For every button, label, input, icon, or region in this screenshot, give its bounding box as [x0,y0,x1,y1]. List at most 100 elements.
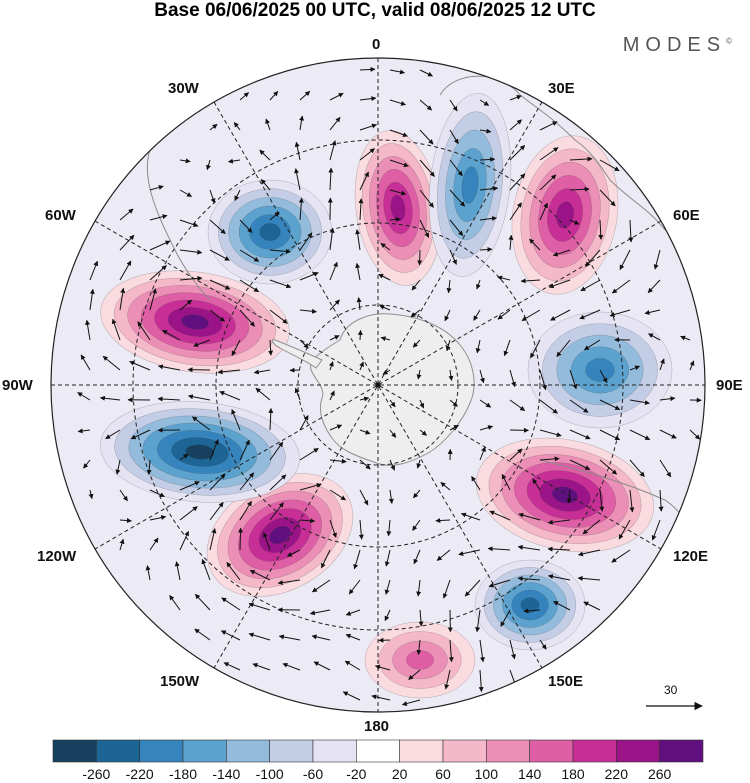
wind-vector [413,549,421,565]
wind-vector [357,329,363,341]
wind-vector [413,489,421,499]
wind-vector [416,369,422,380]
wind-vector [384,549,391,567]
wind-vector [217,369,241,375]
wind-vector [329,261,338,281]
wind-vector [252,663,271,671]
wind-vector [209,528,217,551]
wind-vector [583,601,601,611]
anomaly-contour [181,314,209,330]
wind-vector [353,549,361,570]
wind-vector [444,669,451,690]
wind-vector [313,661,331,671]
wind-vector [566,489,572,504]
wind-vector [269,502,284,521]
wind-vector [329,92,344,101]
wind-vector [209,189,216,204]
wind-vector [523,608,541,614]
wind-vector [479,369,485,384]
wind-vector [179,299,193,311]
colorbar [52,739,704,763]
wind-vector [580,279,601,292]
reference-vector-label: 30 [664,683,678,697]
wind-vector [221,597,241,611]
wind-vector [119,208,134,221]
wind-vector [223,662,241,671]
wind-vector [298,197,304,221]
wind-vector [380,336,391,342]
label-lon-90e: 90E [716,377,743,394]
wind-vector [611,549,631,563]
wind-vector [539,639,547,650]
label-lon-60w: 60W [45,207,76,224]
wind-vector [299,482,322,491]
wind-vector [651,519,661,541]
wind-vector [611,279,631,294]
wind-vector [389,159,409,168]
wind-vector [228,158,241,164]
wind-vector [629,459,645,477]
colorbar-segment [442,739,487,763]
wind-vector [553,600,571,611]
wind-vector [479,639,485,663]
wind-vector [348,579,361,595]
wind-vector [384,579,391,595]
wind-vector [149,214,168,221]
wind-vector [386,519,392,537]
negative-anomaly [474,559,586,651]
wind-vector [179,481,200,491]
wind-vector [209,309,225,322]
wind-vector [479,215,497,221]
wind-vector [569,369,578,390]
wind-vector [89,288,95,311]
wind-vector [508,234,514,251]
wind-vector [359,429,371,435]
wind-vector [648,333,661,341]
wind-vector [509,145,526,161]
wind-vector [479,399,492,408]
wind-vector [479,156,496,162]
wind-vector [479,446,486,461]
wind-vector [585,249,601,267]
wind-vector [529,238,541,251]
wind-vector [220,630,241,641]
wind-vector [449,219,464,237]
colorbar-tick-label: -140 [212,766,241,782]
wind-vector [255,387,271,401]
wind-vector [419,429,427,436]
wind-vector [389,216,401,222]
label-lon-180: 180 [364,718,390,735]
wind-vector [359,148,375,161]
wind-vector [509,369,516,388]
wind-vector [473,309,481,321]
wind-vector [129,360,151,371]
wind-vector [239,219,253,233]
wind-vector [412,339,421,348]
wind-vector [374,664,391,671]
colorbar-tick-label: -260 [82,766,111,782]
wind-vector [286,549,301,557]
colorbar-segment [659,739,704,763]
wind-vector [137,321,151,341]
wind-vector [99,395,121,401]
brand-name: MODES [622,34,727,56]
wind-vector [277,579,301,586]
label-lon-0: 0 [372,36,381,53]
wind-vector [548,279,571,289]
wind-vector [179,158,191,164]
wind-vector [509,399,526,412]
wind-vector [359,123,377,131]
positive-anomaly [511,135,619,295]
wind-vector [411,279,421,291]
wind-vector [329,227,335,251]
wind-vector [157,364,181,371]
map-title: Base 06/06/2025 00 UTC, valid 08/06/2025… [154,0,596,21]
label-lon-30w: 30W [168,80,199,97]
colorbar-segment [52,739,97,763]
wind-vector [659,358,665,371]
wind-vector [500,609,511,627]
wind-vector [416,579,422,597]
wind-vector [475,609,481,633]
negative-anomaly [207,179,333,285]
wind-vector [359,171,369,191]
